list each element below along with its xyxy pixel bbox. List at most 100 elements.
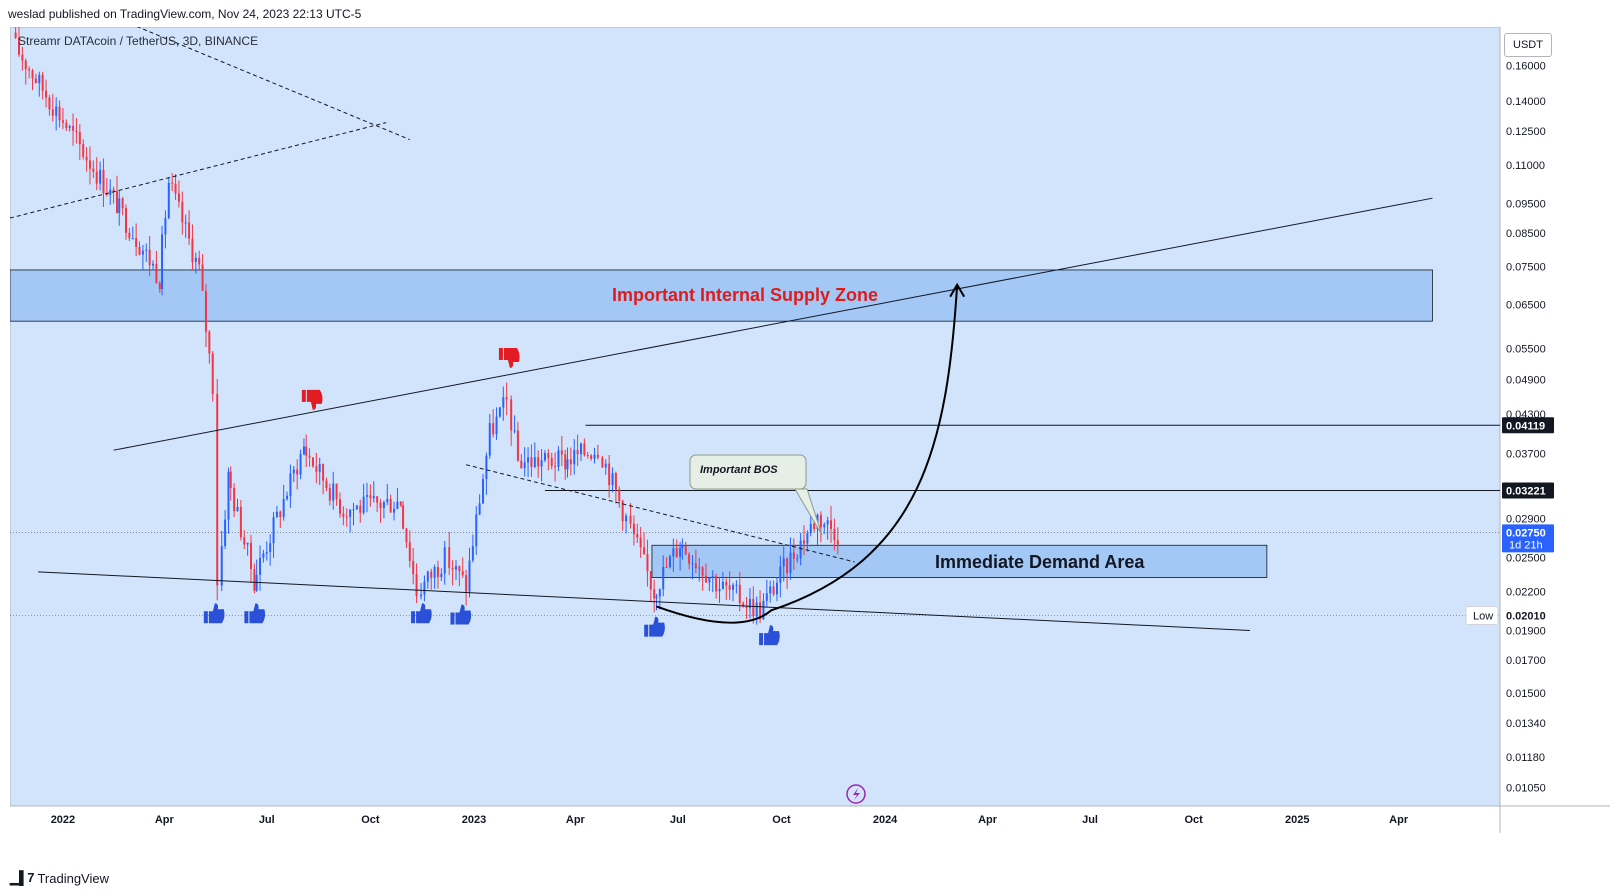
candle-145 [502,386,505,421]
candle-64 [229,466,232,501]
candle-35 [131,226,134,240]
price-tick-label: 0.16000 [1506,60,1546,72]
candle-171 [590,453,593,461]
candle-15 [65,119,68,131]
footer-brand[interactable]: ▁▌7 TradingView [10,868,109,888]
currency-button[interactable]: USDT [1504,33,1552,57]
candle-83 [292,465,295,483]
candle-229 [786,557,789,589]
candle-147 [510,395,513,447]
thumbs-up-icon [450,604,472,625]
candle-59 [211,351,214,402]
time-tick-label: 2023 [462,814,486,826]
time-tick-label: Jul [1082,814,1098,826]
candle-162 [560,435,563,466]
candle-14 [61,108,64,130]
zones-layer [10,269,1433,578]
alert-button[interactable] [846,784,866,804]
candle-207 [711,570,714,593]
candle-158 [547,449,550,471]
candle-67 [239,500,242,541]
candle-118 [408,530,411,568]
candle-94 [328,483,331,506]
candle-75 [265,541,268,561]
price-tick-label: 0.01900 [1506,625,1546,637]
candle-164 [566,447,569,478]
candle-62 [224,510,227,550]
candle-38 [141,244,144,271]
candle-36 [135,223,138,257]
candle-5 [31,68,34,91]
candle-111 [386,484,389,506]
candle-22 [88,146,91,185]
supply-zone [10,269,1433,322]
candle-186 [643,532,646,555]
symbol-description[interactable]: Streamr DATAcoin / TetherUS, 3D, BINANCE [18,34,259,48]
candle-34 [128,228,131,242]
candle-81 [286,491,289,501]
demand-zone [651,544,1268,578]
candle-142 [492,409,495,438]
candle-159 [550,452,553,470]
candle-79 [279,510,282,528]
projection-layer [656,282,966,624]
price-tick-label: 0.02200 [1506,587,1546,599]
candle-209 [718,577,721,603]
thumbs-up-icon [203,603,225,624]
candle-84 [296,459,299,490]
candle-117 [405,527,408,549]
thumbs-up-icon [759,625,780,646]
candle-93 [325,477,328,492]
svg-text:Low: Low [1473,611,1493,623]
candle-26 [102,158,105,207]
candle-167 [576,434,579,467]
candle-50 [181,191,184,235]
candle-90 [315,452,318,484]
candle-152 [527,447,530,478]
price-tick-label: 0.02500 [1506,553,1546,565]
demand-zone-label: Immediate Demand Area [935,552,1145,572]
chart-frame[interactable]: Important Internal Supply Zone Immediate… [10,27,1610,862]
thumbs-up-icon [644,616,665,637]
candle-187 [646,539,649,587]
candle-243 [833,518,836,551]
candle-52 [188,210,191,245]
time-tick-label: Apr [978,814,998,826]
candle-124 [430,568,433,590]
candle-172 [593,447,596,464]
candle-161 [557,446,560,472]
candle-163 [564,449,567,480]
candle-122 [423,575,426,602]
candle-141 [488,414,491,459]
candle-12 [55,97,58,131]
trend-line-5 [466,464,855,563]
candle-116 [402,501,405,530]
candle-130 [451,560,454,586]
candle-69 [246,542,249,556]
time-tick-label: 2022 [51,814,75,826]
price-tick-label: 0.01700 [1506,655,1546,667]
candle-143 [495,407,498,440]
price-axis-background [1500,27,1610,806]
candle-205 [705,563,708,583]
candle-213 [732,582,735,602]
candle-138 [478,494,481,516]
candle-174 [601,455,604,469]
candle-125 [433,564,436,589]
candle-77 [272,511,275,558]
price-tick-label: 0.01050 [1506,783,1546,795]
candle-32 [121,196,124,216]
price-tick-label: 0.04900 [1506,374,1546,386]
candle-44 [161,225,164,296]
price-tick-label: 0.01500 [1506,688,1546,700]
tradingview-logo-icon: ▁▌7 [10,870,34,885]
candle-56 [201,253,204,291]
candles-layer [14,27,839,625]
candle-206 [708,576,711,592]
candle-211 [725,578,728,600]
candle-101 [352,502,355,526]
candle-153 [530,444,533,477]
price-chart[interactable]: Important Internal Supply Zone Immediate… [10,27,1610,862]
candle-220 [755,596,758,625]
